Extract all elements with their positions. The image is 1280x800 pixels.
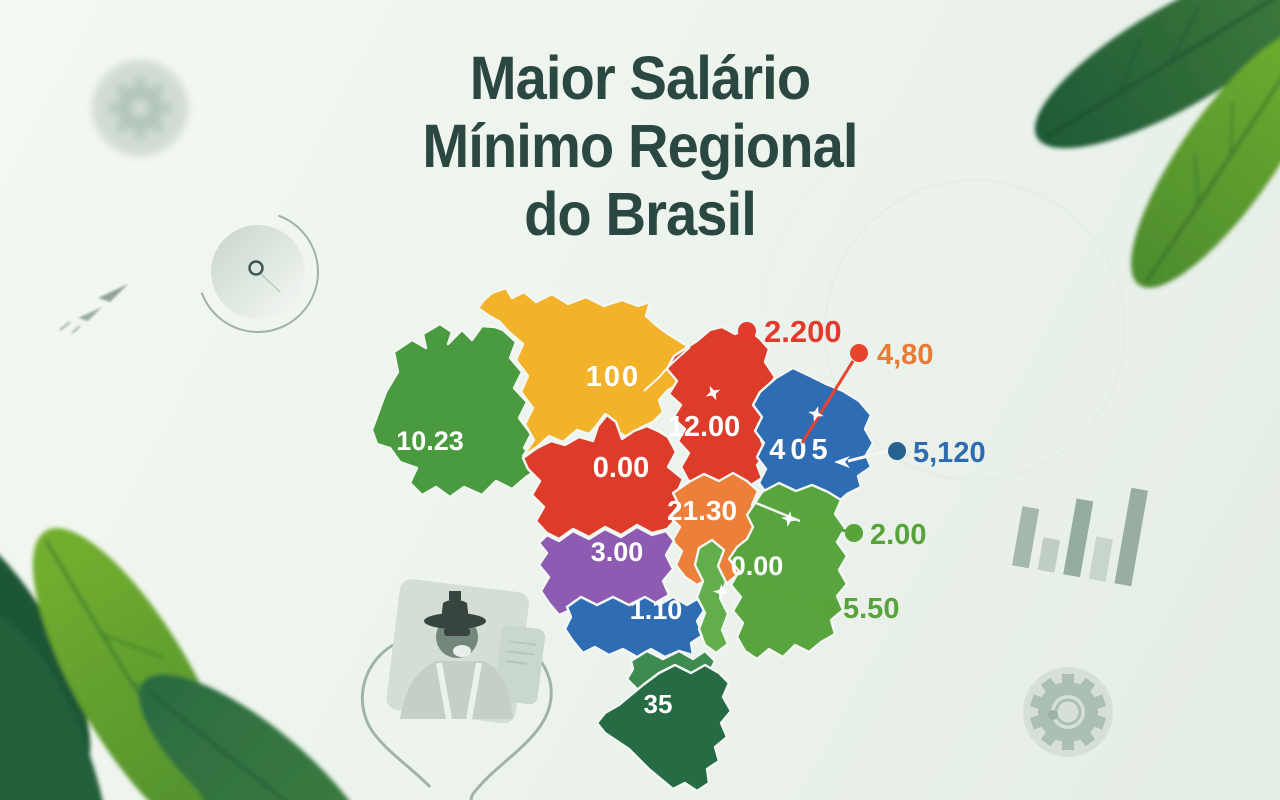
callout-label: 2.00 [870, 519, 926, 551]
callout-label: 2.200 [764, 314, 842, 349]
river-line [643, 346, 691, 392]
callout-dot [738, 322, 756, 340]
callout-arrow [713, 584, 729, 600]
region-label-northeast-red: 12.00 [668, 411, 741, 443]
paper-plane-icon [59, 284, 128, 334]
region-south-dark-green [595, 663, 733, 793]
background-rings [759, 114, 1191, 546]
callout-line [757, 583, 820, 606]
coin-gear-icon [1023, 667, 1113, 757]
region-south-blue [563, 595, 707, 659]
callout-line [755, 501, 801, 523]
callout-line [799, 519, 847, 533]
callout-arrow [705, 385, 721, 401]
title-line-2: Mínimo Regional [422, 112, 858, 180]
region-label-west-green: 10.23 [396, 426, 464, 456]
callout-line [800, 360, 855, 444]
callout-arrow [808, 406, 824, 422]
region-labels: 10.23 100 12.00 405 0.00 21.30 3.00 1.10… [396, 361, 832, 719]
region-label-north-yellow: 100 [586, 361, 640, 393]
callout-label: 5,120 [913, 437, 986, 469]
callout-line [716, 339, 743, 387]
region-label-south-blue: 1.10 [630, 595, 683, 625]
region-label-east-green: 0.00 [731, 551, 784, 581]
callout-label: 5.50 [843, 593, 899, 625]
brazil-map [370, 286, 875, 793]
leaf-icon [1034, 0, 1280, 288]
callout-dot [850, 344, 868, 362]
region-label-center-orange: 21.30 [667, 495, 737, 526]
satellite-dish-icon [200, 214, 319, 333]
gear-icon [92, 60, 188, 156]
callout-arrow [834, 456, 850, 468]
title-line-1: Maior Salário [469, 44, 811, 112]
farmer-illustration [360, 579, 553, 800]
callout-dot [845, 524, 863, 542]
map-callouts: 2.200 4,80 5,120 2.00 5.50 [705, 314, 986, 625]
region-label-center-purple: 3.00 [591, 537, 644, 567]
region-east-green [727, 481, 849, 661]
region-label-south-dark-green: 35 [644, 689, 673, 719]
region-strip-green [693, 538, 730, 655]
bar-chart-icon [1012, 487, 1149, 587]
callout-dot [818, 598, 836, 616]
region-label-east-blue: 405 [769, 434, 832, 466]
page-title: Maior Salário Mínimo Regional do Brasil [0, 44, 1280, 248]
title-line-3: do Brasil [524, 180, 757, 248]
callout-label: 4,80 [877, 339, 933, 371]
callout-line [847, 449, 889, 463]
callout-arrow [781, 511, 797, 527]
leaf-icon [0, 528, 378, 800]
callout-dot [888, 442, 906, 460]
region-label-center-red: 0.00 [593, 452, 649, 484]
region-west-green [370, 322, 542, 499]
